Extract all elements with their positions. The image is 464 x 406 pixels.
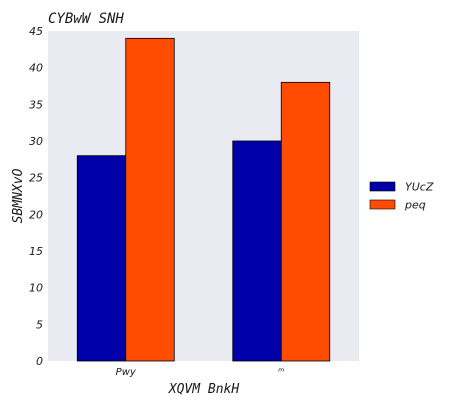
- y-tick-label: 5: [36, 318, 43, 331]
- y-tick-label: 20: [29, 208, 43, 221]
- bar-peq-1: [280, 81, 331, 362]
- x-tick-label: Pwy: [116, 367, 137, 378]
- y-tick-label: 40: [29, 62, 43, 75]
- legend-swatch-YUcZ: [369, 181, 396, 192]
- y-tick-label: 0: [36, 355, 43, 368]
- x-tick-label: ᵐ: [278, 367, 284, 378]
- y-axis: 0 5 10 15 20 25 30 35 40 45: [29, 25, 43, 368]
- y-tick-label: 15: [29, 245, 43, 258]
- y-tick-label: 30: [29, 135, 43, 148]
- legend-swatch-peq: [369, 199, 396, 210]
- legend: YUcZ peq: [369, 181, 434, 212]
- x-axis-label: XQVM BnkH: [168, 382, 240, 397]
- legend-label-peq: peq: [404, 199, 426, 212]
- y-axis-label: SBMNXvO: [11, 168, 26, 223]
- y-tick-label: 35: [29, 98, 43, 111]
- bar-YUcZ-1: [232, 140, 282, 362]
- bar-peq-0: [125, 37, 175, 362]
- bars: [76, 37, 331, 362]
- chart-title: CYBwW SNH: [48, 11, 124, 27]
- bar-YUcZ-0: [76, 155, 127, 362]
- x-axis: Pwy ᵐ: [116, 367, 285, 378]
- y-tick-label: 10: [29, 282, 43, 295]
- legend-label-YUcZ: YUcZ: [405, 181, 434, 194]
- y-tick-label: 45: [29, 25, 43, 38]
- y-tick-label: 25: [29, 172, 43, 185]
